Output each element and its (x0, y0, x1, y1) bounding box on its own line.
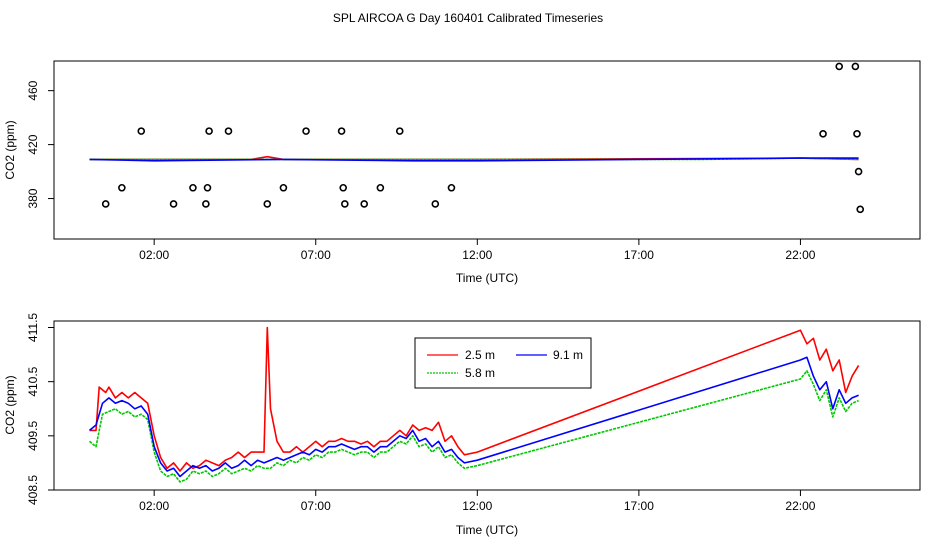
outlier-point (101, 200, 110, 208)
outlier-point (447, 183, 456, 192)
top-y-axis: 380 420 460 (26, 80, 54, 209)
bottom-y-tick-label: 411.5 (26, 313, 40, 342)
top-plot-frame (53, 60, 921, 240)
bottom-y-axis: 408.5 409.5 410.5 411.5 (26, 313, 54, 505)
top-y-tick-label: 380 (26, 188, 40, 208)
outlier-point (835, 62, 844, 71)
bottom-y-tick-label: 408.5 (26, 475, 40, 505)
top-x-axis: 02:00 07:00 12:00 17:00 22:00 (139, 239, 816, 262)
outlier-point (224, 127, 233, 135)
outlier-point (205, 127, 213, 135)
outlier-point (337, 127, 346, 135)
outlier-point (169, 200, 178, 208)
outlier-point (279, 183, 288, 192)
outlier-point (341, 200, 349, 208)
bottom-series-lines (88, 326, 860, 483)
top-x-tick-label: 02:00 (139, 248, 169, 262)
outlier-point (431, 200, 440, 208)
bottom-x-tick-label: 17:00 (624, 499, 654, 513)
top-x-tick-label: 22:00 (785, 248, 815, 262)
outlier-point (263, 200, 272, 208)
co2-timeseries-panel: 02:00 07:00 12:00 17:00 22:00 408.5 409.5 410.… (3, 313, 921, 537)
bottom-x-axis: 02:00 07:00 12:00 17:00 22:00 (139, 490, 816, 513)
top-outlier-points (101, 62, 865, 214)
bottom-x-tick-label: 12:00 (462, 499, 492, 513)
top-x-axis-label: Time (UTC) (456, 271, 518, 285)
outlier-point (376, 183, 385, 192)
outlier-point (856, 205, 865, 214)
figure-title: SPL AIRCOA G Day 160401 Calibrated Times… (333, 11, 603, 25)
top-y-tick-label: 460 (26, 80, 40, 100)
bottom-series-9-1-m (88, 356, 859, 478)
bottom-x-tick-label: 02:00 (139, 499, 169, 513)
legend-label-2-5m: 2.5 m (465, 348, 495, 362)
legend-box (414, 337, 592, 389)
legend-label-5-8m: 5.8 m (465, 366, 495, 380)
bottom-x-axis-label: Time (UTC) (456, 523, 518, 537)
top-x-tick-label: 17:00 (624, 248, 654, 262)
top-y-axis-label: CO2 (ppm) (3, 120, 17, 179)
top-series-9-1-m (89, 157, 859, 162)
outlier-point (851, 62, 860, 71)
top-y-tick-label: 420 (26, 134, 40, 154)
outlier-point (853, 130, 861, 138)
outlier-point (118, 183, 126, 192)
top-series-lines (89, 155, 859, 162)
bottom-series-5-8-m (88, 369, 859, 483)
top-x-tick-label: 07:00 (301, 248, 331, 262)
legend-label-9-1m: 9.1 m (553, 348, 583, 362)
bottom-series-2-5-m (89, 326, 860, 472)
bottom-x-tick-label: 07:00 (301, 499, 331, 513)
outlier-point (339, 183, 348, 192)
outlier-point (395, 127, 404, 135)
outlier-point (302, 127, 310, 135)
bottom-x-tick-label: 22:00 (785, 499, 815, 513)
outlier-point (137, 127, 146, 135)
outlier-point (819, 130, 827, 138)
outlier-point (202, 200, 210, 208)
bottom-y-tick-label: 410.5 (26, 366, 40, 396)
bottom-y-tick-label: 409.5 (26, 420, 40, 450)
bottom-plot-frame (53, 320, 921, 491)
legend: 2.5 m 9.1 m 5.8 m (414, 337, 592, 389)
bottom-y-axis-label: CO2 (ppm) (3, 375, 17, 434)
outlier-point (203, 183, 212, 192)
outlier-point (189, 183, 197, 192)
outlier-point (854, 167, 863, 176)
outlier-point (360, 200, 369, 208)
co2-outlier-panel: 02:00 07:00 12:00 17:00 22:00 380 420 460 Time… (3, 60, 921, 285)
top-x-tick-label: 12:00 (462, 248, 492, 262)
